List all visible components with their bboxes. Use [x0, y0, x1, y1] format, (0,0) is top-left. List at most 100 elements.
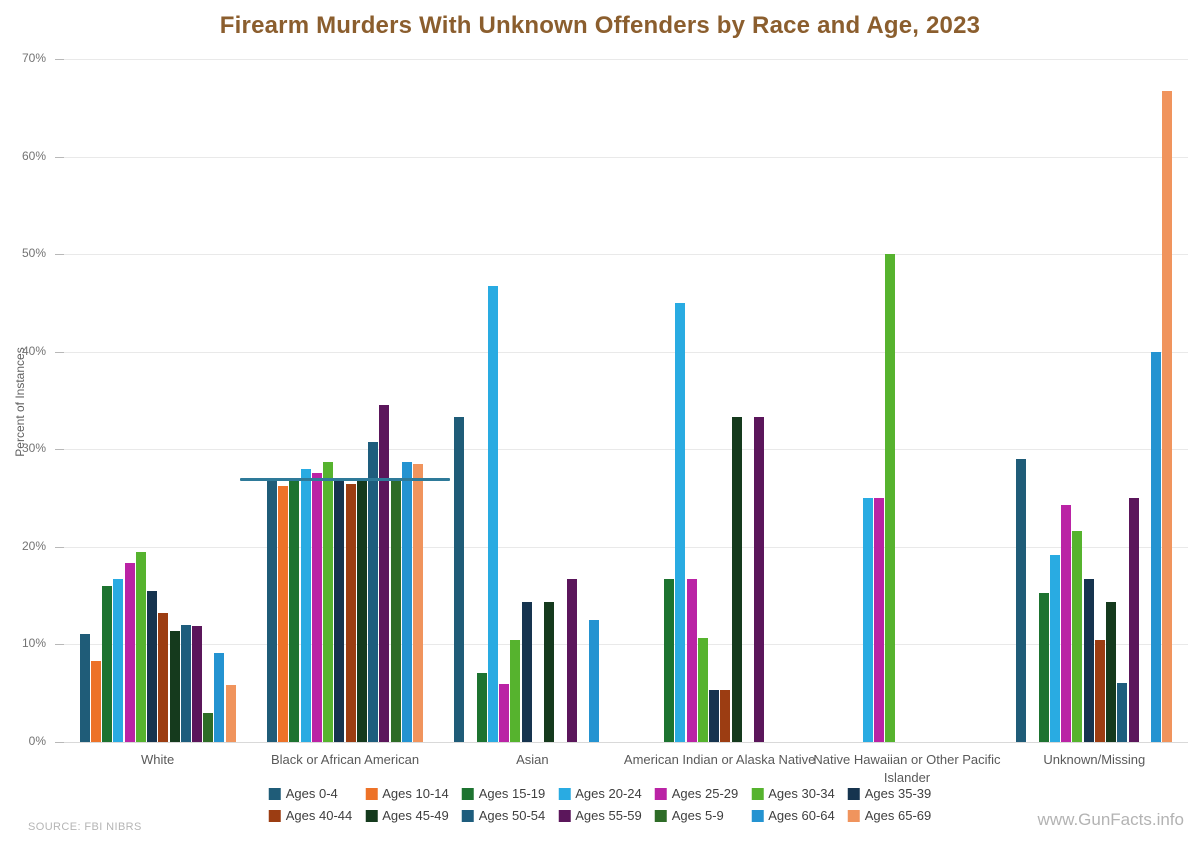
- bar-ages-25-29: [686, 579, 697, 742]
- bar-ages-65-69: [225, 685, 236, 742]
- legend-item: Ages 0-4: [268, 786, 353, 801]
- x-category-label: Asian: [516, 752, 549, 767]
- bar-ages-35-39: [521, 602, 532, 742]
- y-tick-mark: [55, 254, 64, 256]
- bar-ages-30-34: [135, 551, 146, 742]
- legend-label: Ages 20-24: [575, 786, 642, 801]
- legend-item: Ages 50-54: [461, 808, 546, 823]
- legend-swatch-icon: [751, 809, 764, 822]
- bar-ages-30-34: [1072, 531, 1083, 742]
- y-tick-label: 70%: [21, 51, 46, 65]
- legend-swatch-icon: [847, 787, 860, 800]
- watermark: www.GunFacts.info: [1037, 810, 1184, 829]
- bar-ages-25-29: [311, 472, 322, 742]
- legend-item: Ages 20-24: [558, 786, 642, 801]
- bar-ages-55-59: [379, 405, 390, 742]
- bar-ages-0-4: [79, 633, 90, 742]
- legend-swatch-icon: [268, 787, 281, 800]
- bar-ages-35-39: [709, 690, 720, 742]
- legend-item: Ages 55-59: [558, 808, 642, 823]
- legend-label: Ages 5-9: [671, 808, 724, 823]
- legend-label: Ages 65-69: [864, 808, 932, 823]
- bar-ages-15-19: [476, 672, 487, 742]
- bar-ages-65-69: [413, 463, 424, 742]
- y-tick-mark: [55, 546, 64, 548]
- legend-swatch-icon: [461, 809, 474, 822]
- y-tick-label: 60%: [21, 148, 46, 163]
- legend-label: Ages 40-44: [285, 808, 353, 823]
- bar-ages-60-64: [401, 461, 412, 742]
- bar-ages-15-19: [664, 579, 675, 742]
- y-tick-mark: [55, 449, 64, 451]
- y-tick-mark: [55, 742, 64, 743]
- legend-swatch-icon: [365, 809, 378, 822]
- y-tick-mark: [55, 59, 64, 60]
- gridline: [64, 742, 1188, 743]
- bar-ages-5-9: [203, 712, 214, 742]
- legend-item: Ages 5-9: [654, 808, 739, 823]
- y-tick-label: 30%: [21, 441, 46, 456]
- bar-ages-35-39: [334, 477, 345, 742]
- bar-ages-20-24: [675, 302, 686, 742]
- bar-ages-30-34: [697, 637, 708, 742]
- legend-item: Ages 45-49: [365, 808, 449, 823]
- bar-ages-55-59: [1128, 498, 1139, 742]
- gridline: [64, 546, 1188, 548]
- x-category-label: Native Hawaiian or Other Pacific Islande…: [813, 752, 1001, 785]
- bar-ages-10-14: [90, 661, 101, 742]
- bar-ages-40-44: [345, 484, 356, 742]
- x-category-label: Black or African American: [270, 752, 420, 767]
- legend-label: Ages 25-29: [671, 786, 739, 801]
- legend-label: Ages 10-14: [382, 786, 449, 801]
- bar-ages-0-4: [266, 480, 277, 742]
- y-tick-mark: [55, 156, 64, 158]
- bar-ages-25-29: [124, 563, 135, 742]
- gridline: [64, 644, 1188, 646]
- legend-item: Ages 15-19: [461, 786, 546, 801]
- legend-swatch-icon: [268, 809, 281, 822]
- legend-swatch-icon: [847, 809, 860, 822]
- legend-label: Ages 15-19: [478, 786, 546, 801]
- bar-ages-65-69: [1162, 91, 1173, 742]
- gridline: [64, 156, 1188, 158]
- bar-ages-45-49: [356, 478, 367, 742]
- bar-ages-15-19: [1038, 592, 1049, 742]
- bar-ages-60-64: [589, 620, 600, 742]
- legend-item: Ages 25-29: [654, 786, 739, 801]
- legend-item: Ages 30-34: [751, 786, 835, 801]
- bar-ages-20-24: [862, 498, 873, 742]
- legend-label: Ages 50-54: [478, 808, 546, 823]
- x-category-label: Unknown/Missing: [1043, 752, 1146, 767]
- bar-ages-40-44: [158, 613, 169, 742]
- legend-label: Ages 30-34: [768, 786, 835, 801]
- bar-ages-50-54: [180, 624, 191, 742]
- bar-ages-25-29: [499, 684, 510, 742]
- legend-label: Ages 0-4: [285, 786, 338, 801]
- bar-ages-45-49: [544, 602, 555, 742]
- bar-ages-20-24: [300, 468, 311, 742]
- bar-ages-30-34: [885, 254, 896, 742]
- plot-area: 0% 10% 20% 30% 40% 50% 60% 70% White Black or Afr…: [22, 51, 1188, 785]
- bar-ages-45-49: [1106, 602, 1117, 742]
- legend-item: Ages 60-64: [751, 808, 835, 823]
- legend-label: Ages 55-59: [575, 808, 642, 823]
- legend-swatch-icon: [461, 787, 474, 800]
- legend-label: Ages 35-39: [864, 786, 932, 801]
- legend-swatch-icon: [365, 787, 378, 800]
- y-tick-label: 10%: [21, 636, 46, 651]
- y-tick-label: 40%: [21, 343, 46, 358]
- bar-ages-25-29: [873, 498, 884, 742]
- bar-ages-55-59: [566, 579, 577, 742]
- legend-label: Ages 45-49: [382, 808, 449, 823]
- x-category-label: American Indian or Alaska Native: [623, 752, 816, 767]
- bar-ages-30-34: [510, 639, 521, 742]
- gridline: [64, 59, 1188, 60]
- legend-swatch-icon: [751, 787, 764, 800]
- x-category-label: White: [141, 752, 175, 767]
- bar-ages-20-24: [1050, 554, 1060, 742]
- legend-item: Ages 35-39: [847, 786, 932, 801]
- legend-item: Ages 40-44: [268, 808, 353, 823]
- bar-ages-40-44: [1094, 639, 1105, 742]
- legend-label: Ages 60-64: [768, 808, 835, 823]
- bar-ages-0-4: [454, 417, 465, 742]
